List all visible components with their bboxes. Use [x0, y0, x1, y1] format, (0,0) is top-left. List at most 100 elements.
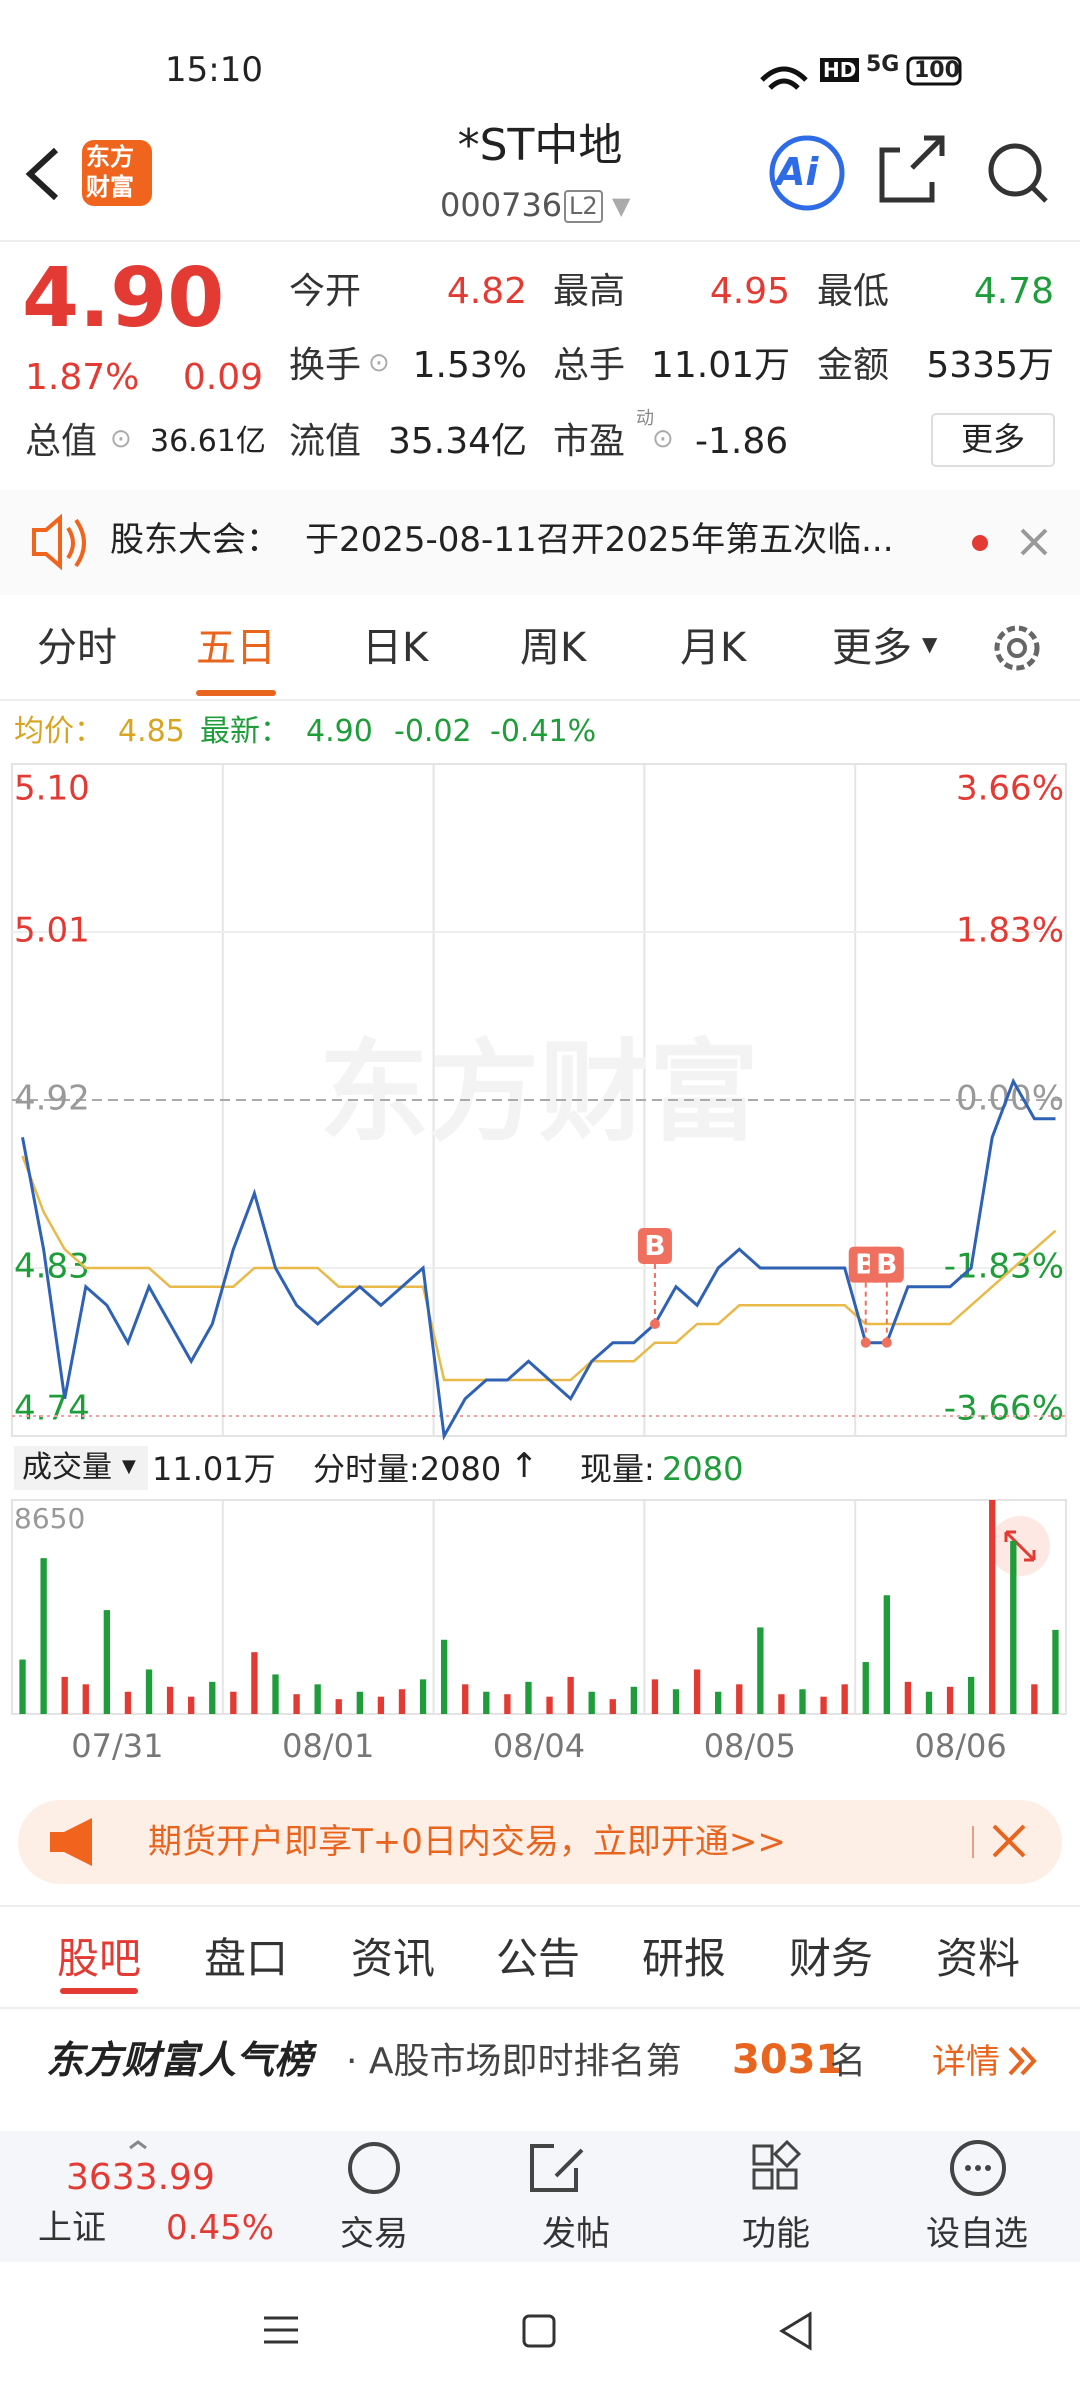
- volume-bar: [946, 1686, 954, 1714]
- value: -1.86: [695, 421, 789, 462]
- y-tick-label: 4.74: [14, 1389, 90, 1429]
- post-icon[interactable]: [530, 2144, 584, 2192]
- trade-icon[interactable]: [348, 2142, 400, 2194]
- volume-bar: [841, 1684, 848, 1714]
- volume-bar: [1052, 1629, 1059, 1714]
- tab[interactable]: 更多: [832, 625, 912, 671]
- avg-price: 4.85: [118, 714, 185, 749]
- function-icon[interactable]: [752, 2139, 802, 2190]
- close-notice[interactable]: [1020, 528, 1048, 556]
- search-button[interactable]: [988, 143, 1042, 197]
- dropdown[interactable]: ▼: [612, 192, 631, 220]
- info-icon[interactable]: ⊙: [652, 424, 674, 454]
- index-value[interactable]: 3633.99: [66, 2157, 215, 2198]
- banner-close[interactable]: [992, 1824, 1026, 1858]
- volume-bar: [462, 1684, 469, 1714]
- y2-tick-label: -3.66%: [944, 1389, 1064, 1429]
- nav-label[interactable]: 设自选: [926, 2214, 1028, 2254]
- tab[interactable]: 五日: [196, 625, 276, 671]
- latest-change-pct: -0.41%: [490, 714, 597, 749]
- more-label[interactable]: 更多: [960, 420, 1025, 458]
- volume-bar: [103, 1610, 111, 1714]
- nav-label[interactable]: 功能: [742, 2214, 810, 2254]
- volume-bar: [989, 1500, 996, 1714]
- more-button[interactable]: [931, 413, 1055, 467]
- nav-label[interactable]: 发帖: [542, 2214, 610, 2254]
- tab[interactable]: 日K: [362, 625, 429, 671]
- volume-bar: [19, 1659, 26, 1714]
- ranking-brand[interactable]: 东方财富人气榜: [46, 2038, 313, 2082]
- latest-label: 最新：: [200, 714, 290, 749]
- volume-bar: [588, 1691, 595, 1714]
- section-tab[interactable]: 研报: [642, 1934, 727, 1983]
- index-name[interactable]: 上证: [38, 2208, 106, 2248]
- section-tab[interactable]: 股吧: [57, 1934, 142, 1983]
- index-change[interactable]: 0.45%: [166, 2208, 275, 2248]
- section-tab[interactable]: 公告: [496, 1934, 581, 1983]
- section-tab[interactable]: 资料: [936, 1934, 1021, 1983]
- change: 0.09: [182, 357, 263, 398]
- label: 今开: [289, 271, 362, 312]
- settings-button[interactable]: [994, 625, 1040, 671]
- section-tab[interactable]: 盘口: [204, 1934, 289, 1983]
- wifi-icon: [760, 66, 808, 90]
- back-key[interactable]: [779, 2311, 812, 2351]
- tab[interactable]: 周K: [520, 625, 587, 671]
- value: 1.53%: [412, 345, 527, 386]
- ai-label[interactable]: Ai: [776, 150, 819, 194]
- search-handle: [1030, 185, 1048, 203]
- volume-bar: [630, 1686, 638, 1714]
- label: 流值: [289, 421, 362, 462]
- volume-label[interactable]: 成交量: [22, 1450, 112, 1485]
- notice-bar[interactable]: [0, 490, 1080, 595]
- dot: [965, 2165, 971, 2171]
- tab[interactable]: 分时: [37, 625, 117, 671]
- notice-title[interactable]: 股东大会：: [110, 520, 280, 560]
- volume-bar: [483, 1691, 490, 1714]
- now-label: 现量:: [580, 1450, 655, 1488]
- x-tick-label: 08/06: [914, 1727, 1006, 1765]
- volume-bar: [61, 1676, 68, 1714]
- share-button[interactable]: [879, 135, 945, 203]
- home-key[interactable]: [522, 2314, 556, 2348]
- watermark: 东方财富: [319, 1028, 759, 1156]
- dropdown[interactable]: ▼: [922, 632, 938, 656]
- label: 换手: [289, 345, 362, 386]
- notice-text[interactable]: 于2025-08-11召开2025年第五次临...: [305, 520, 894, 560]
- volume-bar: [230, 1691, 237, 1714]
- volume-bar: [504, 1694, 511, 1714]
- banner[interactable]: [18, 1800, 1062, 1884]
- trade-mark-dot: [649, 1319, 660, 1329]
- banner-text[interactable]: 期货开户即享T+0日内交易，立即开通>>: [148, 1822, 786, 1862]
- detail-link[interactable]: 详情: [932, 2042, 1000, 2082]
- index-toggle[interactable]: [129, 2140, 147, 2150]
- value: 4.95: [709, 271, 790, 312]
- x-tick-label: 08/04: [493, 1727, 585, 1765]
- info-icon[interactable]: ⊙: [110, 424, 132, 454]
- detail-arrow: [1008, 2046, 1037, 2076]
- volume-bar: [124, 1691, 132, 1714]
- watchlist-icon[interactable]: [950, 2140, 1006, 2196]
- dropdown[interactable]: ▼: [122, 1456, 136, 1477]
- now-volume: 2080: [662, 1450, 744, 1488]
- nav-label[interactable]: 交易: [340, 2214, 408, 2254]
- change-pct: 1.87%: [25, 357, 140, 398]
- tab[interactable]: 月K: [680, 625, 747, 671]
- info-icon[interactable]: ⊙: [368, 348, 390, 378]
- level-badge: L2: [564, 190, 603, 223]
- value: 4.78: [973, 271, 1054, 312]
- menu-key[interactable]: [264, 2316, 298, 2344]
- section-tab[interactable]: 资讯: [351, 1934, 436, 1983]
- volume-selector[interactable]: [14, 1446, 148, 1490]
- volume-frame: [11, 1499, 1067, 1715]
- volume-total: 11.01万: [152, 1450, 276, 1488]
- volume-bar: [567, 1676, 574, 1714]
- section-tab[interactable]: 财务: [789, 1934, 874, 1983]
- ai-button[interactable]: [769, 135, 845, 211]
- volume-bar: [757, 1627, 764, 1714]
- logo-text: 东方: [86, 143, 134, 171]
- back-button[interactable]: [25, 147, 59, 201]
- unread-dot: [972, 535, 988, 551]
